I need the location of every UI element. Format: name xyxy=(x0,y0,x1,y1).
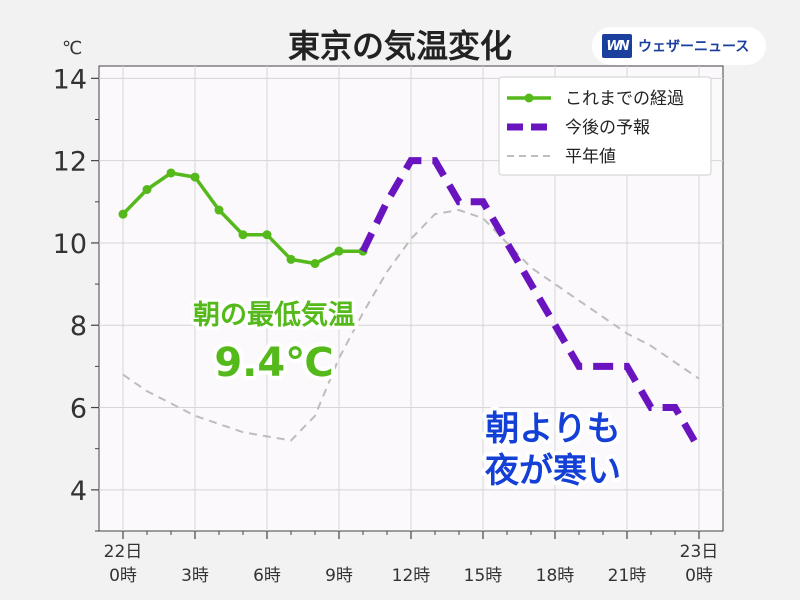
observed-point xyxy=(214,205,224,215)
axes: 4 6 8 10 12 14 22日 0時 3時 6時 9時 12時 15時 18時 21時 23日 0時 xyxy=(53,64,719,586)
x-tick-label-date: 22日 xyxy=(104,542,143,562)
observed-point xyxy=(166,168,176,178)
series-line-dashed-thick xyxy=(359,157,703,451)
observed-point xyxy=(310,259,320,269)
x-tick-label-hour: 21時 xyxy=(608,566,647,586)
y-tick-label: 12 xyxy=(53,147,87,178)
observed-point xyxy=(262,230,272,240)
y-tick-label: 4 xyxy=(70,476,87,507)
y-tick-label: 14 xyxy=(53,64,87,95)
x-tick-label-date: 23日 xyxy=(680,542,719,562)
x-tick-label-hour: 18時 xyxy=(536,566,575,586)
morning-low-value: 9.4℃ xyxy=(214,340,333,386)
brand-badge: WN ウェザーニュース xyxy=(592,27,766,65)
x-tick-label-hour: 0時 xyxy=(685,566,713,586)
annotations: 朝の最低気温 9.4℃ 朝よりも 夜が寒い xyxy=(190,296,626,496)
y-unit-label: ℃ xyxy=(62,38,82,59)
colder-note-line2: 夜が寒い xyxy=(484,451,621,491)
observed-point xyxy=(118,209,128,219)
weathernews-logo-icon: WN xyxy=(602,34,632,58)
y-tick-label: 6 xyxy=(70,394,87,425)
legend-marker xyxy=(524,93,534,103)
x-tick-label-hour: 15時 xyxy=(464,566,503,586)
observed-point xyxy=(190,172,200,182)
chart-title: 東京の気温変化 xyxy=(288,27,512,65)
legend-label: これまでの経過 xyxy=(565,89,684,109)
colder-note-line1: 朝よりも xyxy=(485,409,620,449)
x-tick-label-hour: 12時 xyxy=(392,566,431,586)
series-line-dashed-thin xyxy=(122,208,700,442)
observed-point xyxy=(334,246,344,256)
observed-point xyxy=(142,184,152,194)
observed-point xyxy=(238,230,248,240)
y-tick-label: 8 xyxy=(70,311,87,342)
legend-label: 平年値 xyxy=(565,147,616,167)
x-tick-label-hour: 9時 xyxy=(325,566,353,586)
x-tick-label-hour: 0時 xyxy=(109,566,137,586)
brand-name: ウェザーニュース xyxy=(638,39,750,55)
series-layer xyxy=(118,157,703,451)
x-tick-label-hour: 6時 xyxy=(253,566,281,586)
y-tick-label: 10 xyxy=(53,229,87,260)
legend-box xyxy=(498,76,712,176)
legend-label: 今後の予報 xyxy=(565,118,650,138)
morning-low-title: 朝の最低気温 xyxy=(193,299,355,331)
x-tick-label-hour: 3時 xyxy=(181,566,209,586)
observed-point xyxy=(286,254,296,264)
